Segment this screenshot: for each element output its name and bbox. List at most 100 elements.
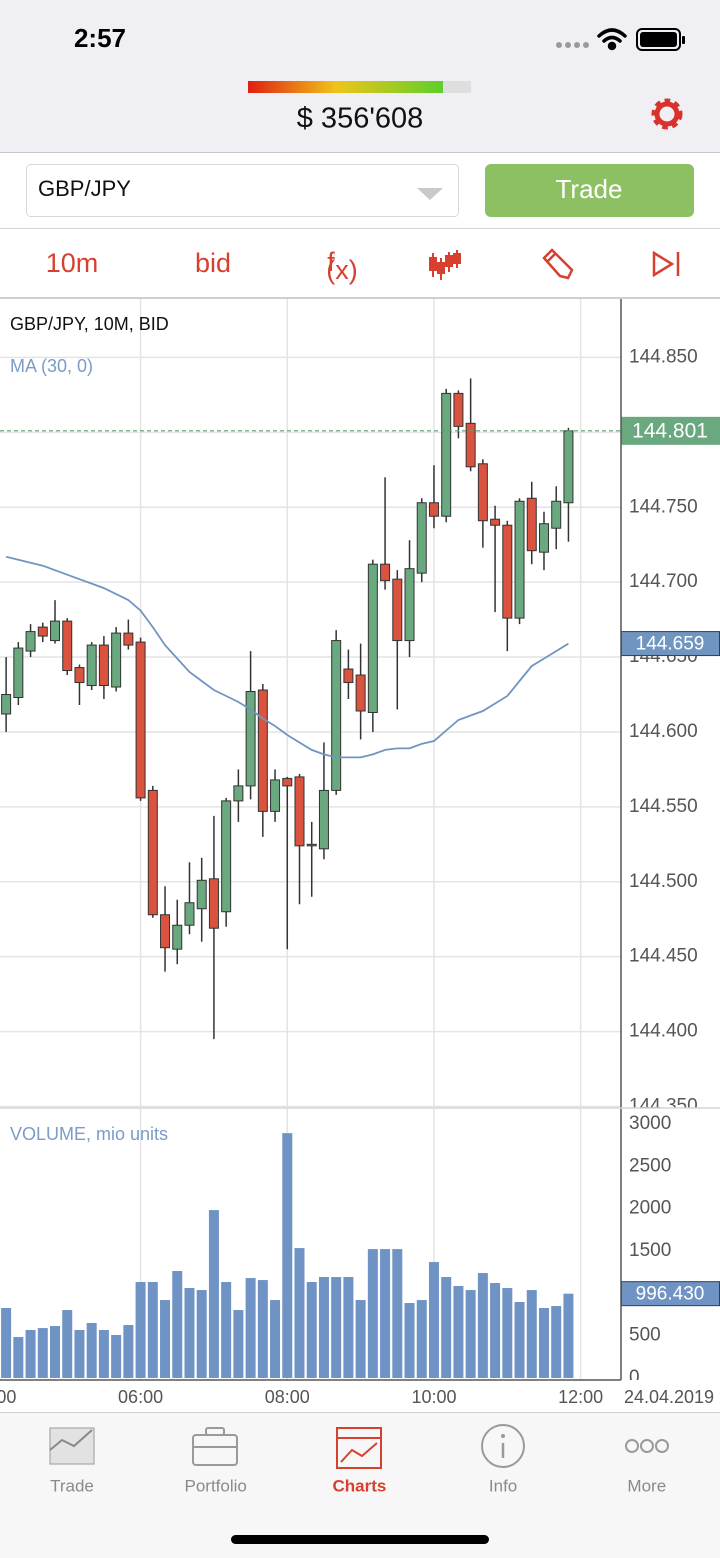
tab-label[interactable]: More: [627, 1476, 666, 1495]
volume-bar: [282, 1133, 293, 1378]
jump-end-button[interactable]: [652, 250, 680, 278]
candle-body: [526, 497, 537, 552]
candle-body: [538, 523, 549, 553]
candle-body: [502, 524, 513, 619]
trade-button[interactable]: [485, 164, 694, 217]
y-tick-label: 144.700: [629, 571, 698, 592]
candle-body: [123, 632, 134, 646]
candle-body: [50, 620, 61, 642]
volume-bar: [490, 1283, 501, 1378]
time-axis: 04:00 06:00 08:00 10:00 12:00: [0, 1387, 603, 1407]
volume-bar: [331, 1277, 342, 1378]
candle-body: [160, 914, 171, 949]
volume-bar: [404, 1303, 415, 1378]
candle-body: [147, 789, 158, 916]
tab-label[interactable]: Portfolio: [185, 1476, 247, 1495]
candle-body: [404, 568, 415, 642]
candle-body: [551, 500, 562, 529]
candle-body: [1, 694, 12, 715]
tab-label[interactable]: Trade: [50, 1476, 94, 1495]
last-price-label: 144.801: [632, 419, 708, 442]
volume-bar: [526, 1290, 537, 1378]
draw-button[interactable]: [542, 248, 574, 280]
last-price-box: [621, 416, 720, 445]
candle-body: [62, 620, 73, 672]
volume-bar: [123, 1325, 134, 1378]
volume-bar: [465, 1290, 476, 1378]
y-tick-label: 144.600: [629, 721, 698, 742]
volume-bar: [416, 1300, 427, 1378]
volume-bar: [380, 1249, 391, 1378]
tab-label[interactable]: Charts: [332, 1476, 386, 1495]
y-tick-label: 1500: [629, 1240, 671, 1261]
candle-body: [392, 578, 403, 642]
volume-bar: [318, 1277, 329, 1378]
volume-bar: [208, 1210, 219, 1378]
candle-body: [13, 647, 24, 699]
candle-body: [490, 518, 501, 526]
y-tick-label: 0: [629, 1367, 640, 1388]
interval-button[interactable]: 10m: [46, 248, 99, 278]
tab-label[interactable]: Info: [489, 1476, 517, 1495]
candle-body: [453, 392, 464, 427]
candle-body: [86, 644, 97, 687]
volume-bar: [355, 1300, 366, 1378]
volume-bar: [428, 1262, 439, 1378]
volume-bar: [551, 1306, 562, 1378]
candle-body: [270, 779, 281, 812]
volume-bar: [306, 1282, 317, 1378]
y-tick-label: 144.750: [629, 496, 698, 517]
wifi-icon: [597, 28, 627, 51]
candle-body: [98, 644, 109, 687]
candle-body: [233, 785, 244, 802]
ma-legend: MA (30, 0): [10, 356, 93, 376]
y-tick-label: 500: [629, 1325, 661, 1346]
candle-body: [257, 689, 268, 812]
volume-bar: [538, 1308, 549, 1378]
tab-bar: [0, 1412, 720, 1558]
info-tab-icon: [481, 1424, 525, 1468]
chart-title: GBP/JPY, 10M, BID: [10, 314, 169, 334]
candle-body: [37, 626, 48, 637]
candle-body: [355, 674, 366, 712]
function-button-sub: (x): [326, 255, 357, 285]
volume-bar: [196, 1290, 207, 1378]
settings-icon[interactable]: [651, 98, 683, 130]
volume-bar: [86, 1322, 97, 1378]
battery-icon: [636, 28, 685, 51]
function-button[interactable]: f: [327, 247, 335, 277]
candle-body: [221, 800, 232, 913]
volume-bar: [343, 1277, 354, 1378]
volume-bar: [441, 1277, 452, 1378]
candle-body: [245, 691, 256, 787]
y-tick-label: 2500: [629, 1155, 671, 1176]
ma-value-box: [621, 631, 720, 657]
price-axis: 144.350 144.400 144.450 144.500 144.550 144.6…: [621, 346, 720, 1108]
signal-icon: [556, 42, 589, 48]
candle-body: [111, 632, 122, 688]
candle-body: [563, 430, 574, 504]
tab-labels: Trade Portfolio Charts Info More: [50, 1476, 666, 1495]
volume-bar: [50, 1326, 61, 1378]
candle-body: [331, 640, 342, 791]
volume-bar: [453, 1285, 464, 1378]
candle-body: [343, 668, 354, 684]
dropdown-arrow: [417, 188, 443, 200]
volume-bar: [563, 1293, 574, 1378]
volume-bar: [367, 1249, 378, 1378]
y-tick-label: 144.500: [629, 871, 698, 892]
status-time: 2:57: [74, 23, 126, 53]
y-tick-label: 144.450: [629, 946, 698, 967]
volume-bar: [221, 1282, 232, 1378]
volume-bar: [392, 1249, 403, 1378]
trade-button-label: Trade: [556, 174, 623, 204]
trade-tab-icon: [49, 1427, 95, 1465]
candle-body: [416, 502, 427, 574]
candle-body: [208, 878, 219, 929]
instrument-select[interactable]: [26, 164, 459, 217]
chart-type-button[interactable]: [429, 250, 461, 280]
candle-body: [441, 392, 452, 517]
instrument-symbol: GBP/JPY: [38, 176, 131, 201]
price-type-button[interactable]: bid: [195, 248, 231, 278]
